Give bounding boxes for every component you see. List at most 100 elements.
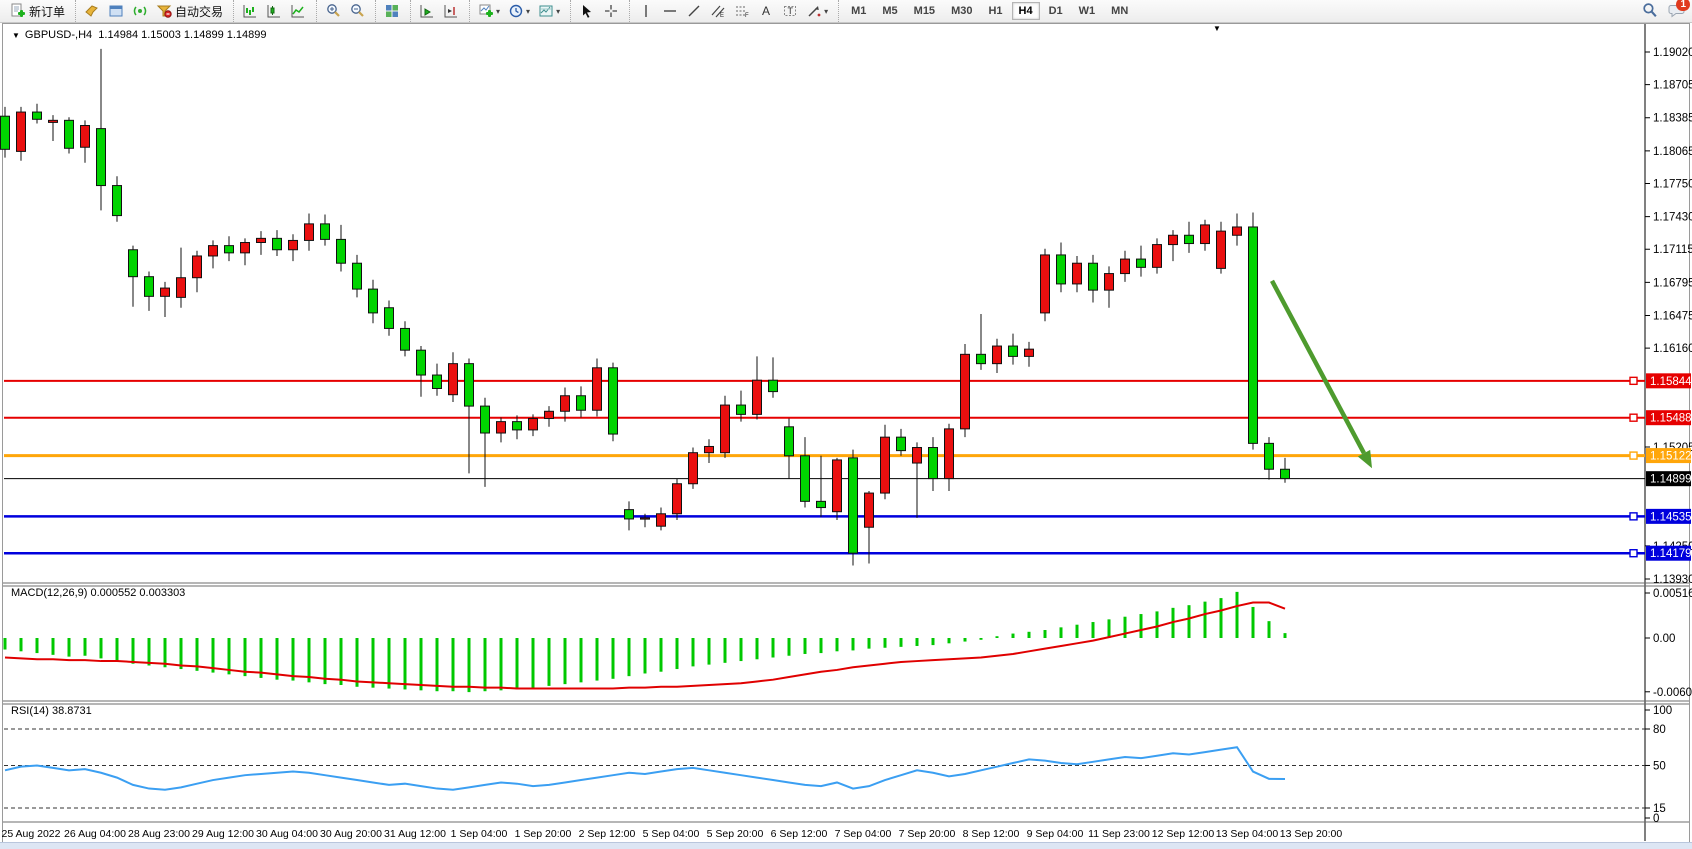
channel-icon: E bbox=[710, 3, 726, 19]
period-icon bbox=[508, 3, 524, 19]
level-anchor-handle[interactable] bbox=[1629, 512, 1638, 521]
chart-shift-icon bbox=[443, 3, 459, 19]
label-button[interactable]: T bbox=[778, 0, 802, 22]
status-strip bbox=[0, 842, 1692, 849]
line-chart-button[interactable] bbox=[286, 0, 310, 22]
vline-button[interactable] bbox=[634, 0, 658, 22]
timeframe-m5-button[interactable]: M5 bbox=[882, 5, 898, 17]
search-icon[interactable] bbox=[1641, 2, 1658, 24]
candle-chart-button[interactable] bbox=[262, 0, 286, 22]
date-axis-label: 1 Sep 04:00 bbox=[451, 828, 508, 840]
candle bbox=[1136, 258, 1146, 268]
text-button[interactable]: A bbox=[754, 0, 778, 22]
candle bbox=[528, 418, 538, 431]
chat-icon[interactable]: 1 bbox=[1668, 0, 1690, 24]
candle bbox=[1152, 244, 1162, 268]
hammer-button[interactable] bbox=[80, 0, 104, 22]
text-icon: A bbox=[758, 3, 774, 19]
cursor-button[interactable] bbox=[575, 0, 599, 22]
signal-icon bbox=[132, 3, 148, 19]
zoom-out-button[interactable] bbox=[345, 0, 369, 22]
date-axis-label: 7 Sep 20:00 bbox=[899, 828, 956, 840]
chevron-down-icon[interactable]: ▾ bbox=[824, 6, 829, 16]
trend-arrow-head[interactable] bbox=[1357, 449, 1372, 469]
date-axis-label: 25 Aug 2022 bbox=[2, 828, 61, 840]
chevron-down-icon[interactable]: ▾ bbox=[526, 6, 531, 16]
signal-button[interactable] bbox=[128, 0, 152, 22]
macd-axis-label: 0.005166 bbox=[1653, 588, 1692, 600]
timeframe-w1-button[interactable]: W1 bbox=[1078, 5, 1096, 17]
tile-windows-icon bbox=[384, 3, 400, 19]
candle bbox=[960, 353, 970, 430]
candle bbox=[784, 426, 794, 457]
date-axis-label: 13 Sep 04:00 bbox=[1216, 828, 1279, 840]
hammer-icon bbox=[84, 3, 100, 19]
notification-badge: 1 bbox=[1676, 0, 1690, 11]
chevron-down-icon[interactable]: ▾ bbox=[496, 6, 501, 16]
candle bbox=[720, 404, 730, 454]
timeframe-m1-button[interactable]: M1 bbox=[851, 5, 867, 17]
chart-ohlc-title: ▼ GBPUSD-,H4 1.14984 1.15003 1.14899 1.14… bbox=[12, 29, 267, 41]
candle bbox=[736, 404, 746, 415]
timeframe-mn-button[interactable]: MN bbox=[1111, 5, 1129, 17]
bar-chart-icon bbox=[242, 3, 258, 19]
chart-dropdown-icon[interactable]: ▼ bbox=[12, 31, 20, 40]
candle bbox=[96, 128, 106, 187]
crosshair-button[interactable] bbox=[599, 0, 623, 22]
candle bbox=[544, 410, 554, 420]
arrows-button[interactable]: ▾ bbox=[802, 0, 832, 22]
timeframe-d1-button[interactable]: D1 bbox=[1048, 5, 1063, 17]
level-anchor-handle[interactable] bbox=[1629, 451, 1638, 460]
price-tick-label: 1.16475 bbox=[1653, 311, 1692, 323]
timeframe-h1-button[interactable]: H1 bbox=[988, 5, 1003, 17]
period-button[interactable]: ▾ bbox=[504, 0, 534, 22]
rsi-axis-label: 0 bbox=[1653, 813, 1659, 825]
candle bbox=[400, 327, 410, 351]
new-order-button[interactable]: 新订单 bbox=[6, 0, 69, 22]
chart-shift-button[interactable] bbox=[439, 0, 463, 22]
candle bbox=[464, 363, 474, 407]
channel-button[interactable]: E bbox=[706, 0, 730, 22]
template-button[interactable]: ▾ bbox=[534, 0, 564, 22]
level-anchor-handle[interactable] bbox=[1629, 413, 1638, 422]
price-tick-label: 1.17750 bbox=[1653, 178, 1692, 190]
trendline-button[interactable] bbox=[682, 0, 706, 22]
trend-arrow-line[interactable] bbox=[1270, 279, 1366, 455]
candle bbox=[992, 345, 1002, 365]
candle bbox=[1024, 348, 1034, 357]
candle bbox=[512, 421, 522, 431]
date-axis-label: 5 Sep 04:00 bbox=[643, 828, 700, 840]
price-tick-label: 1.17430 bbox=[1653, 212, 1692, 224]
candle-chart-icon bbox=[266, 3, 282, 19]
main-toolbar: 新订单 自动交易 ▾ ▾ ▾ E F A T ▾ M1 M5 M15 M30 H1 H4 D1 W1 MN bbox=[0, 0, 1692, 23]
new-chart-button[interactable]: ▾ bbox=[474, 0, 504, 22]
timeframe-h4-button[interactable]: H4 bbox=[1011, 2, 1040, 20]
zoom-in-button[interactable] bbox=[321, 0, 345, 22]
macd-axis-label: -0.006064 bbox=[1653, 687, 1692, 699]
price-level-badge-label: 1.14899 bbox=[1650, 474, 1692, 486]
autotrade-button[interactable]: 自动交易 bbox=[152, 0, 227, 22]
bar-chart-button[interactable] bbox=[238, 0, 262, 22]
timeframe-m30-button[interactable]: M30 bbox=[951, 5, 973, 17]
hline-button[interactable] bbox=[658, 0, 682, 22]
price-level-badge bbox=[1646, 471, 1691, 487]
date-axis-label: 13 Sep 20:00 bbox=[1280, 828, 1343, 840]
candle bbox=[1040, 254, 1050, 314]
scroll-end-marker[interactable]: ▼ bbox=[1213, 24, 1221, 33]
candle bbox=[160, 287, 170, 297]
candle bbox=[848, 457, 858, 554]
tile-windows-button[interactable] bbox=[380, 0, 404, 22]
fibo-button[interactable]: F bbox=[730, 0, 754, 22]
level-anchor-handle[interactable] bbox=[1629, 549, 1638, 558]
candle bbox=[800, 455, 810, 502]
rsi-indicator-label: RSI(14) 38.8731 bbox=[11, 705, 92, 717]
profile-button[interactable] bbox=[104, 0, 128, 22]
auto-scroll-button[interactable] bbox=[415, 0, 439, 22]
level-anchor-handle[interactable] bbox=[1629, 376, 1638, 386]
candle bbox=[1056, 254, 1066, 285]
price-tick-label: 1.16795 bbox=[1653, 277, 1692, 289]
timeframe-m15-button[interactable]: M15 bbox=[913, 5, 936, 17]
chevron-down-icon[interactable]: ▾ bbox=[556, 6, 561, 16]
